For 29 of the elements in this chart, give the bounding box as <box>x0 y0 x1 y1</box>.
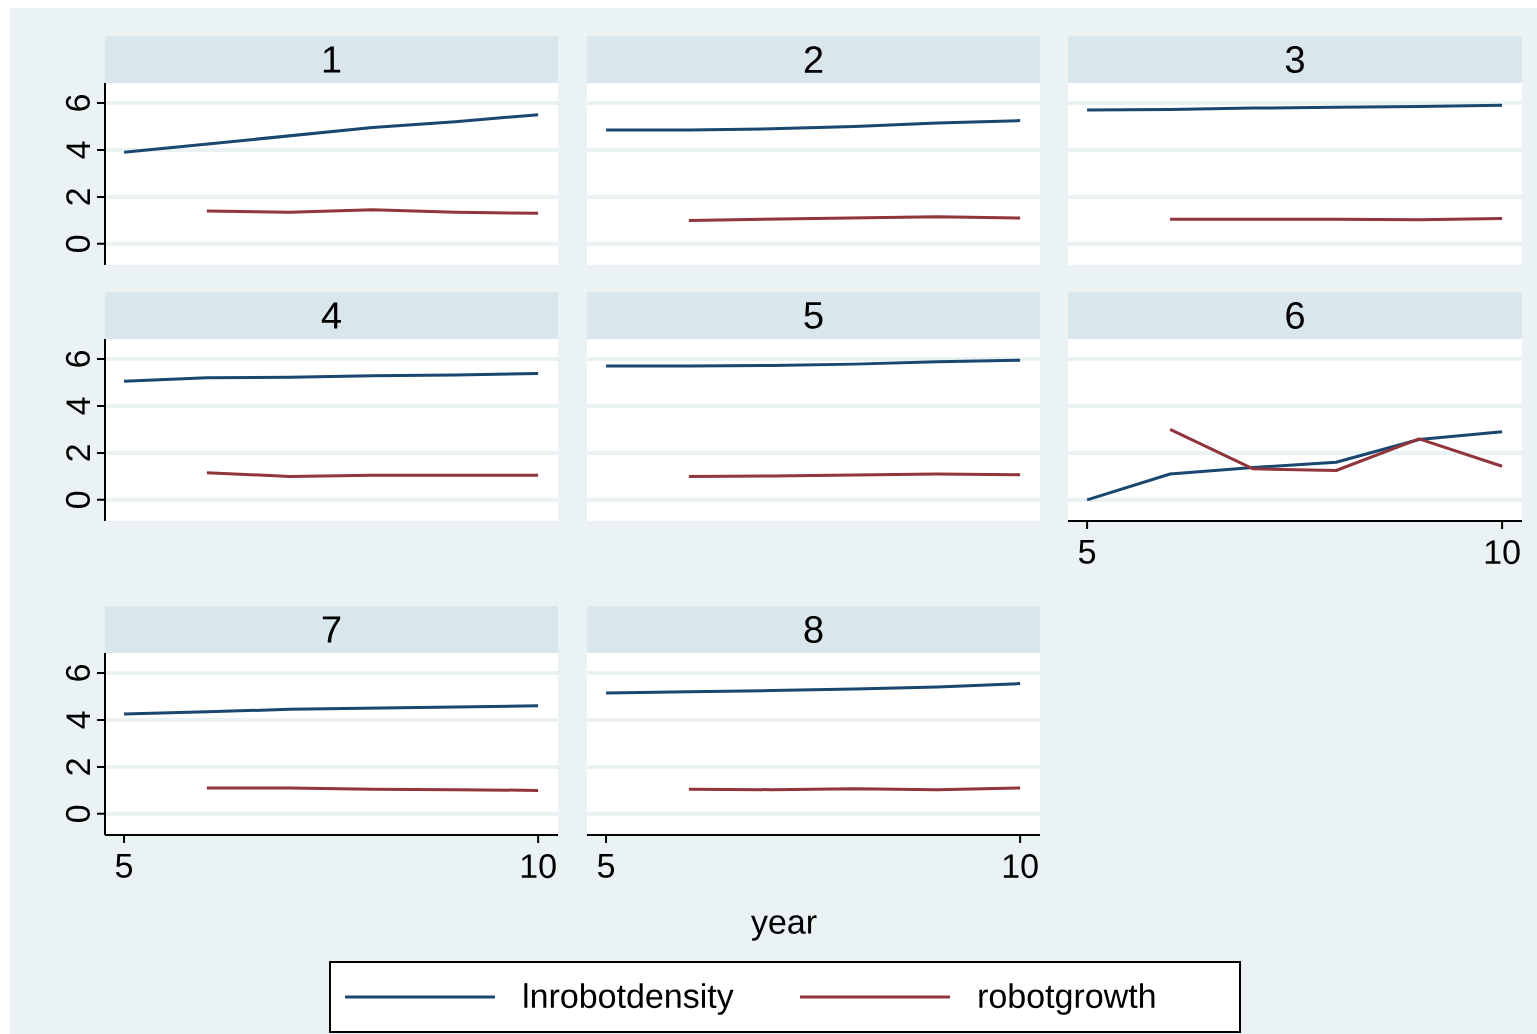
y-tick-label: 6 <box>65 665 90 681</box>
y-tick-label: 6 <box>65 95 90 111</box>
chart-title: 3 <box>1285 46 1304 73</box>
chart-title: 5 <box>804 302 823 329</box>
y-tick-label: 2 <box>66 759 90 775</box>
legend-label: lnrobotdensity <box>524 983 734 1015</box>
chart-title: 4 <box>321 302 341 329</box>
y-tick-label: 0 <box>65 491 90 508</box>
x-tick-label: 5 <box>115 854 133 878</box>
chart-title: 2 <box>804 46 823 73</box>
legend-label: robotgrowth <box>979 983 1155 1015</box>
y-tick-label: 2 <box>66 445 90 461</box>
x-tick-label: 10 <box>1003 854 1038 879</box>
y-tick-label: 2 <box>66 189 90 205</box>
y-tick-label: 0 <box>65 235 90 252</box>
x-tick-label: 10 <box>521 854 556 879</box>
chart-title: 8 <box>804 616 823 643</box>
x-tick-label: 5 <box>597 854 615 878</box>
chart-title: 1 <box>323 46 341 73</box>
y-tick-label: 0 <box>65 805 90 822</box>
chart-title: 7 <box>322 616 341 643</box>
x-axis-title: year <box>751 915 817 941</box>
x-tick-label: 10 <box>1485 540 1520 565</box>
chart-title: 6 <box>1286 302 1304 329</box>
y-tick-label: 4 <box>66 141 90 159</box>
y-tick-label: 4 <box>66 711 90 729</box>
y-tick-label: 6 <box>65 351 90 367</box>
line-series <box>122 372 540 383</box>
y-tick-label: 4 <box>66 397 90 415</box>
